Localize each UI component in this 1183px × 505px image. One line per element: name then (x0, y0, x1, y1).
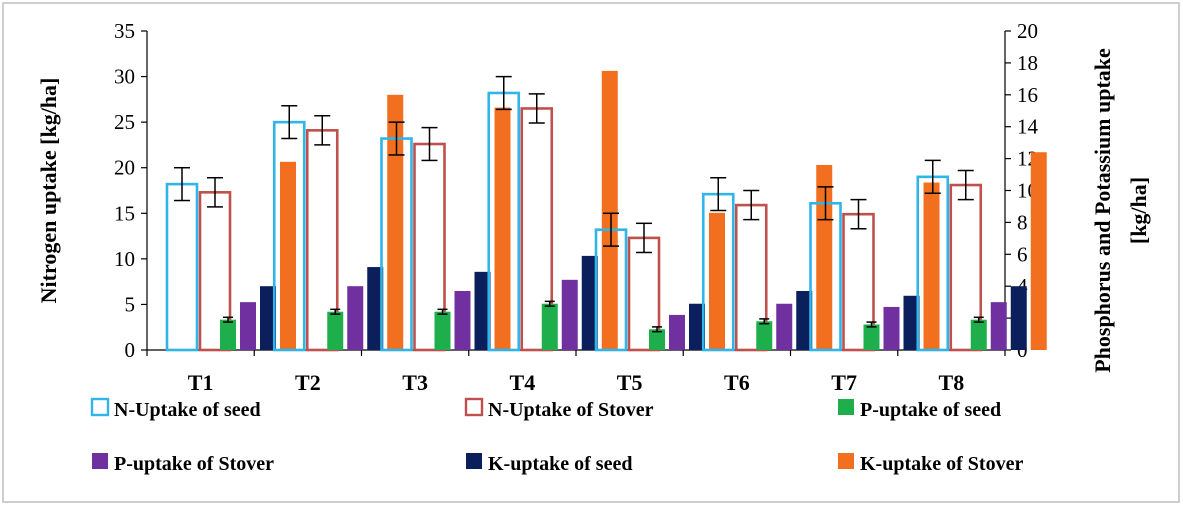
left-axis-tick-label: 15 (114, 201, 135, 225)
bar-k-uptake-of-seed (474, 271, 491, 350)
bar-k-uptake-of-stover (1030, 152, 1047, 350)
bar-k-uptake-of-seed (260, 286, 276, 350)
x-tick-label: T3 (402, 370, 428, 395)
bar-k-uptake-of-stover (816, 164, 833, 350)
left-axis-tick-label: 35 (114, 19, 135, 43)
left-axis-tick-label: 0 (125, 338, 136, 362)
legend-swatch (92, 453, 108, 469)
bar-p-uptake-of-stover (883, 306, 900, 350)
legend-label: P-uptake of Stover (114, 453, 274, 475)
bar-p-uptake-of-seed (863, 324, 880, 350)
bar-n-uptake-of-seed (165, 182, 199, 352)
bar-p-uptake-of-seed (434, 311, 451, 350)
left-axis-tick-label: 25 (114, 110, 135, 134)
left-axis-title: Nitrogen uptake [kg/ha] (36, 78, 61, 304)
x-tick-label: T1 (188, 370, 214, 395)
right-axis-tick-label: 18 (1017, 51, 1038, 75)
left-axis-tick-label: 30 (114, 65, 135, 89)
legend-swatch (838, 453, 854, 469)
right-axis-tick-label: 6 (1017, 242, 1028, 266)
bar-p-uptake-of-stover (561, 279, 578, 350)
legend-swatch (464, 397, 484, 417)
left-axis-tick-label: 10 (114, 247, 135, 271)
right-axis-tick-label: 14 (1017, 115, 1039, 139)
bar-k-uptake-of-stover (494, 107, 511, 350)
bar-k-uptake-of-seed (903, 295, 920, 350)
legend-label: K-uptake of Stover (860, 453, 1023, 475)
left-axis-tick-label: 5 (125, 292, 136, 316)
x-tick-label: T2 (295, 370, 321, 395)
legend-label: K-uptake of seed (488, 453, 632, 475)
bar-k-uptake-of-seed (796, 290, 813, 350)
bar-p-uptake-of-stover (776, 303, 793, 350)
x-tick-label: T4 (510, 370, 536, 395)
bar-p-uptake-of-stover (990, 302, 1007, 350)
left-axis-tick-label: 20 (114, 156, 135, 180)
bar-p-uptake-of-stover (347, 286, 364, 350)
x-tick-label: T8 (939, 370, 965, 395)
legend-label: P-uptake of seed (860, 399, 1001, 421)
right-axis-tick-label: 20 (1017, 19, 1038, 43)
bar-k-uptake-of-stover (923, 182, 940, 350)
right-axis-tick-label: 16 (1017, 83, 1038, 107)
bar-k-uptake-of-stover (387, 94, 404, 350)
bar-k-uptake-of-seed (367, 267, 384, 350)
x-tick-label: T6 (724, 370, 750, 395)
bar-k-uptake-of-seed (689, 303, 705, 350)
bar-p-uptake-of-stover (454, 290, 471, 350)
right-axis-tick-label: 8 (1017, 210, 1028, 234)
legend-swatch (838, 399, 854, 415)
bar-k-uptake-of-stover (601, 70, 618, 350)
right-axis-title-line2: [kg/ha] (1126, 177, 1151, 244)
bar-p-uptake-of-stover (240, 302, 256, 350)
legend-swatch (466, 453, 482, 469)
bar-k-uptake-of-stover (709, 212, 725, 350)
x-tick-label: T7 (831, 370, 857, 395)
x-tick-label: T5 (617, 370, 643, 395)
bar-p-uptake-of-seed (327, 311, 344, 350)
bar-p-uptake-of-seed (220, 319, 236, 350)
legend-swatch (90, 397, 110, 417)
legend-label: N-Uptake of Stover (488, 399, 654, 421)
bar-k-uptake-of-stover (280, 161, 296, 350)
right-axis-title-line1: Phosphorus and Potassium uptake (1090, 48, 1115, 373)
legend-label: N-Uptake of seed (114, 399, 261, 421)
bar-p-uptake-of-seed (970, 319, 987, 350)
bar-k-uptake-of-seed (581, 255, 598, 350)
bar-p-uptake-of-stover (669, 314, 685, 350)
bar-p-uptake-of-seed (649, 329, 665, 350)
bar-k-uptake-of-seed (1010, 286, 1027, 350)
bar-p-uptake-of-seed (541, 303, 558, 350)
bar-p-uptake-of-seed (756, 321, 773, 350)
